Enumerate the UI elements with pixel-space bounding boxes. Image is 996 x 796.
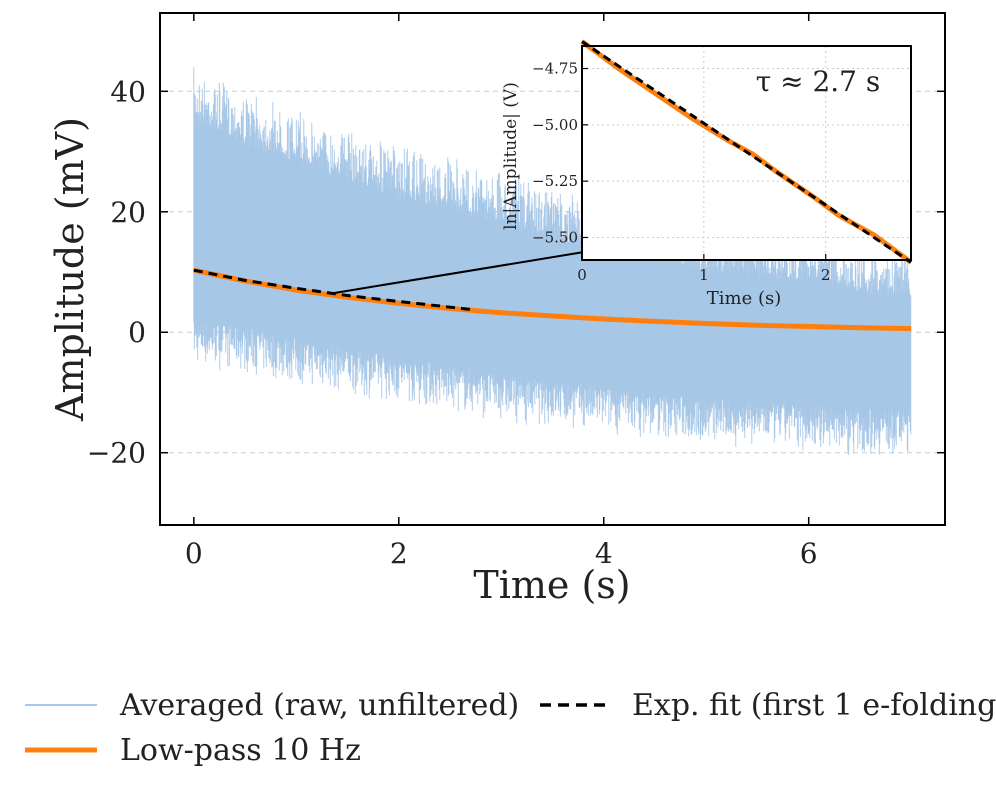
zoom-connector [332,251,585,295]
main-xtick-label-1: 2 [390,537,408,570]
raw-signal-trace [193,67,912,455]
main-xtick-label-3: 6 [800,537,818,570]
inset-y-axis-label: ln|Amplitude| (V) [501,82,521,230]
inset-xtick-label-0: 0 [577,266,587,284]
inset-xtick-label-2: 2 [821,266,831,284]
inset-ytick-label-3: −5.50 [532,228,578,246]
main-ytick-label-3: 40 [110,75,146,108]
main-y-axis-label: Amplitude (mV) [48,117,92,422]
inset-xtick-label-1: 1 [699,266,709,284]
inset-ytick-label-1: −5.00 [532,116,578,134]
main-series-lines [193,267,912,332]
main-ytick-label-0: −20 [87,437,146,470]
inset-annotation: τ ≈ 2.7 s [756,65,881,98]
inset-exp-fit-line [581,40,912,264]
inset-frame [581,45,912,261]
main-xtick-label-2: 4 [595,537,613,570]
main-x-axis-label: Time (s) [473,563,630,607]
lowpass-line [193,267,912,332]
main-plot-frame [159,12,946,526]
main-xtick-label-0: 0 [185,537,203,570]
zoom-connector-line [332,251,585,295]
main-ytick-label-2: 20 [110,196,146,229]
main-ytick-label-1: 0 [128,316,146,349]
inset-series-lines [580,39,913,265]
inset-ytick-label-0: −4.75 [532,60,578,78]
raw-signal-band [193,67,912,455]
inset-lowpass-line [580,39,913,265]
inset-x-axis-label: Time (s) [707,288,782,309]
inset-ytick-label-2: −5.25 [532,172,578,190]
legend-label-fit: Exp. fit (first 1 e-folding) [632,688,996,723]
legend: Averaged (raw, unfiltered) Exp. fit (fir… [25,688,996,768]
legend-label-raw: Averaged (raw, unfiltered) [119,688,519,723]
inset-axis-ticks: 0 1 2 −4.75 −5.00 −5.25 −5.50 [532,60,830,284]
legend-label-lowpass: Low-pass 10 Hz [120,733,361,768]
